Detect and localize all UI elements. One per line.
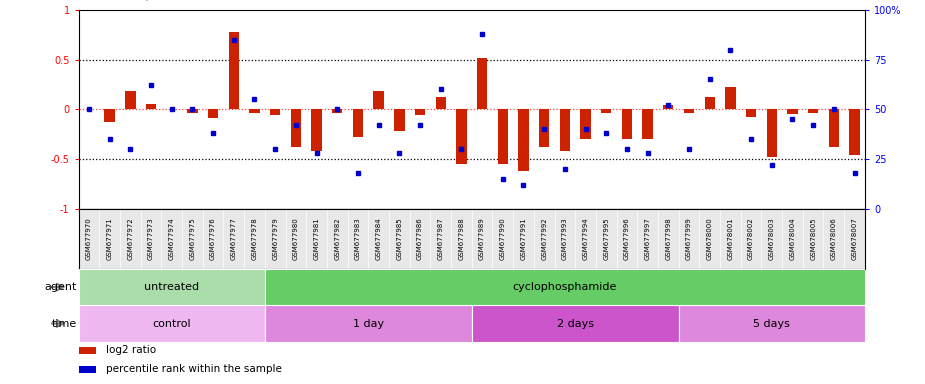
Bar [352,109,364,137]
Bar [580,109,591,139]
Text: agent: agent [44,282,77,292]
Text: GSM677998: GSM677998 [665,218,672,260]
Text: GSM677977: GSM677977 [231,218,237,260]
Text: GSM677976: GSM677976 [210,218,216,260]
Text: GSM677987: GSM677987 [438,218,444,260]
Bar [332,109,342,113]
Bar [374,91,384,109]
Bar [79,347,96,354]
Bar [290,109,301,147]
Text: GSM677994: GSM677994 [583,218,588,260]
Text: GSM677982: GSM677982 [334,218,340,260]
Text: GSM678006: GSM678006 [831,218,837,260]
Bar [250,109,260,113]
Bar [808,109,819,113]
Bar [228,31,239,109]
Text: 2 days: 2 days [557,318,594,329]
Text: GSM677980: GSM677980 [293,218,299,260]
Bar [208,109,218,118]
Bar [414,109,426,116]
Bar [456,109,466,164]
Text: untreated: untreated [144,282,199,292]
Bar [146,104,156,109]
Bar [560,109,570,151]
Text: log2 ratio: log2 ratio [106,345,156,356]
Bar [746,109,757,118]
Bar [622,109,632,139]
Bar [312,109,322,151]
Bar [79,269,265,305]
Text: GSM677986: GSM677986 [417,218,423,260]
Text: GDS4005 / 004P10: GDS4005 / 004P10 [83,0,202,2]
Text: GSM677979: GSM677979 [272,218,278,260]
Text: percentile rank within the sample: percentile rank within the sample [106,364,282,374]
Bar [725,88,735,109]
Text: GSM677978: GSM677978 [252,218,257,260]
Bar [394,109,404,131]
Bar [663,106,673,109]
Bar [79,366,96,372]
Text: GSM678007: GSM678007 [852,218,857,260]
Text: 5 days: 5 days [753,318,790,329]
Bar [849,109,859,156]
Text: GSM677971: GSM677971 [106,218,113,260]
Bar [601,109,611,113]
Text: GSM677991: GSM677991 [521,218,526,260]
Bar [79,305,265,342]
Text: GSM678002: GSM678002 [748,218,754,260]
Bar [187,109,198,113]
Bar [270,109,280,116]
Text: GSM677974: GSM677974 [168,218,175,260]
Text: GSM677995: GSM677995 [603,218,610,260]
Bar [643,109,653,139]
Text: time: time [52,318,77,329]
Bar [105,109,115,122]
Text: GSM677984: GSM677984 [376,218,382,260]
Bar [767,109,777,157]
Text: GSM677999: GSM677999 [686,218,692,260]
Text: GSM678000: GSM678000 [707,218,712,260]
Bar [787,109,797,114]
Bar [705,98,715,109]
Bar [498,109,508,164]
Bar [265,269,865,305]
Text: GSM678003: GSM678003 [769,218,775,260]
Bar [477,58,487,109]
Text: GSM678005: GSM678005 [810,218,816,260]
Text: GSM677985: GSM677985 [396,218,402,260]
Bar [679,305,865,342]
Text: GSM677990: GSM677990 [500,218,506,260]
Bar [125,91,136,109]
Bar [684,109,694,113]
Text: GSM677975: GSM677975 [190,218,195,260]
Text: GSM677973: GSM677973 [148,218,154,260]
Text: GSM677983: GSM677983 [355,218,361,260]
Text: GSM677981: GSM677981 [314,218,319,260]
Text: GSM678004: GSM678004 [789,218,796,260]
Bar [518,109,529,171]
Text: control: control [153,318,191,329]
Bar [829,109,839,147]
Bar [436,98,446,109]
Text: GSM677996: GSM677996 [624,218,630,260]
Bar [265,305,472,342]
Text: 1 day: 1 day [352,318,384,329]
Bar [472,305,679,342]
Text: GSM677992: GSM677992 [541,218,548,260]
Text: GSM677993: GSM677993 [561,218,568,260]
Text: GSM677997: GSM677997 [645,218,650,260]
Text: GSM677989: GSM677989 [479,218,485,260]
Text: GSM677972: GSM677972 [128,218,133,260]
Text: cyclophosphamide: cyclophosphamide [512,282,617,292]
Text: GSM677988: GSM677988 [459,218,464,260]
Text: GSM677970: GSM677970 [86,218,92,260]
Text: GSM678001: GSM678001 [727,218,734,260]
Bar [539,109,549,147]
